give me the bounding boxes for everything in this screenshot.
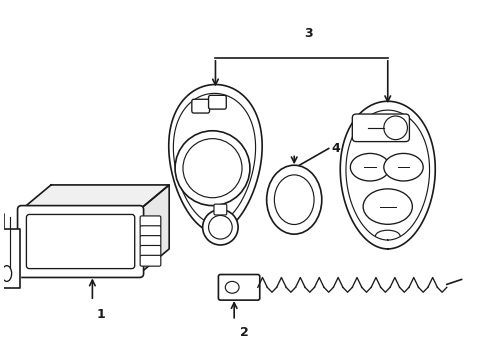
Ellipse shape bbox=[2, 266, 12, 282]
Text: 3: 3 bbox=[304, 27, 313, 40]
Polygon shape bbox=[21, 185, 169, 210]
Polygon shape bbox=[140, 185, 169, 274]
Polygon shape bbox=[168, 85, 262, 232]
Text: 4: 4 bbox=[331, 142, 340, 155]
Ellipse shape bbox=[225, 282, 239, 293]
FancyBboxPatch shape bbox=[214, 204, 226, 215]
Text: 1: 1 bbox=[96, 308, 105, 321]
FancyBboxPatch shape bbox=[140, 236, 161, 247]
FancyBboxPatch shape bbox=[351, 114, 408, 141]
Polygon shape bbox=[340, 101, 434, 249]
FancyBboxPatch shape bbox=[140, 246, 161, 256]
Circle shape bbox=[208, 215, 232, 239]
Circle shape bbox=[202, 210, 238, 245]
Circle shape bbox=[183, 139, 242, 198]
Circle shape bbox=[175, 131, 249, 206]
FancyBboxPatch shape bbox=[208, 95, 226, 109]
Ellipse shape bbox=[266, 165, 321, 234]
FancyBboxPatch shape bbox=[140, 226, 161, 237]
Ellipse shape bbox=[383, 116, 407, 140]
Polygon shape bbox=[0, 215, 20, 288]
Text: 2: 2 bbox=[240, 326, 248, 339]
FancyBboxPatch shape bbox=[18, 206, 143, 278]
FancyBboxPatch shape bbox=[191, 99, 209, 113]
Ellipse shape bbox=[349, 153, 389, 181]
Ellipse shape bbox=[383, 153, 422, 181]
FancyBboxPatch shape bbox=[218, 275, 259, 300]
FancyBboxPatch shape bbox=[140, 255, 161, 266]
Ellipse shape bbox=[363, 189, 411, 224]
Ellipse shape bbox=[274, 175, 313, 225]
FancyBboxPatch shape bbox=[26, 215, 135, 269]
FancyBboxPatch shape bbox=[140, 216, 161, 227]
